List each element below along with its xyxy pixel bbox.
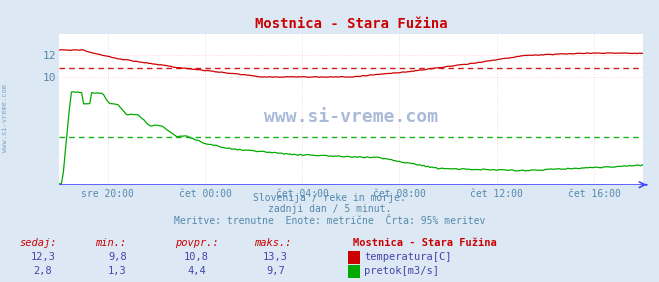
Text: 4,4: 4,4 xyxy=(187,266,206,276)
Text: 13,3: 13,3 xyxy=(263,252,288,262)
Text: min.:: min.: xyxy=(96,238,127,248)
Text: sedaj:: sedaj: xyxy=(20,238,57,248)
Text: www.si-vreme.com: www.si-vreme.com xyxy=(264,108,438,126)
Text: www.si-vreme.com: www.si-vreme.com xyxy=(2,84,9,153)
Text: maks.:: maks.: xyxy=(254,238,291,248)
Text: 1,3: 1,3 xyxy=(108,266,127,276)
Text: Meritve: trenutne  Enote: metrične  Črta: 95% meritev: Meritve: trenutne Enote: metrične Črta: … xyxy=(174,216,485,226)
Text: 2,8: 2,8 xyxy=(34,266,52,276)
Text: 9,8: 9,8 xyxy=(108,252,127,262)
Text: temperatura[C]: temperatura[C] xyxy=(364,252,452,262)
Text: zadnji dan / 5 minut.: zadnji dan / 5 minut. xyxy=(268,204,391,214)
Text: pretok[m3/s]: pretok[m3/s] xyxy=(364,266,440,276)
Title: Mostnica - Stara Fužina: Mostnica - Stara Fužina xyxy=(254,17,447,31)
Text: povpr.:: povpr.: xyxy=(175,238,218,248)
Text: 12,3: 12,3 xyxy=(30,252,55,262)
Text: Slovenija / reke in morje.: Slovenija / reke in morje. xyxy=(253,193,406,203)
Text: Mostnica - Stara Fužina: Mostnica - Stara Fužina xyxy=(353,238,496,248)
Text: 10,8: 10,8 xyxy=(184,252,209,262)
Text: 9,7: 9,7 xyxy=(266,266,285,276)
